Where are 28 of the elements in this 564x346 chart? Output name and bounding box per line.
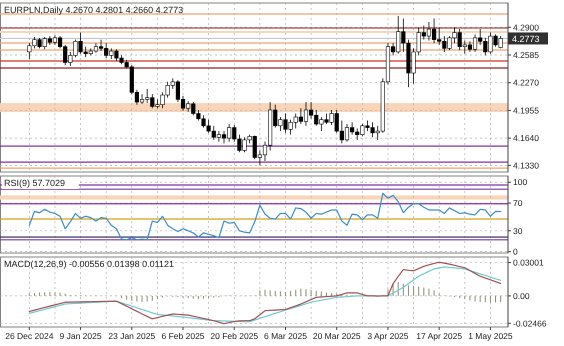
x-tick-label: 1 May 2025: [468, 331, 513, 341]
y-tick-label: 4.1955: [513, 105, 540, 116]
x-tick-label: 20 Mar 2025: [312, 331, 361, 341]
line-series: [28, 192, 502, 240]
y-tick-label: -0.02466: [513, 318, 547, 328]
y-tick-label: 4.2270: [513, 78, 540, 88]
x-tick-label: 3 Apr 2025: [367, 331, 409, 341]
y-tick-label: 0.00: [513, 290, 530, 301]
y-tick-label: 30: [513, 226, 523, 236]
y-tick-label: 70: [513, 198, 523, 208]
x-tick-label: 23 Jan 2025: [108, 331, 156, 341]
x-tick-label: 26 Dec 2024: [5, 331, 54, 341]
x-tick-label: 20 Feb 2025: [210, 331, 258, 341]
y-tick-label: 4.1330: [513, 160, 540, 170]
x-tick-label: 6 Feb 2025: [162, 331, 205, 341]
x-tick-label: 9 Jan 2025: [60, 331, 102, 341]
x-tick-label: 17 Apr 2025: [416, 331, 462, 341]
y-tick-label: 0.03001: [513, 258, 544, 268]
chart-title: MACD(12,26,9) -0.00556 0.01398 0.01121: [4, 259, 174, 269]
y-tick-label: 4.2900: [513, 22, 540, 32]
x-tick-label: 6 Mar 2025: [264, 331, 308, 341]
chart-title: EURPLN,Daily 4.2670 4.2801 4.2660 4.2773: [4, 5, 184, 15]
y-tick-label: 4.2585: [513, 50, 540, 60]
chart-title: RSI(9) 57.7029: [4, 178, 66, 188]
ref-line-label: 4.2773: [512, 34, 540, 44]
y-tick-label: 100: [513, 177, 528, 188]
y-tick-label: 4.1640: [513, 133, 540, 144]
y-tick-label: 0: [513, 246, 518, 257]
